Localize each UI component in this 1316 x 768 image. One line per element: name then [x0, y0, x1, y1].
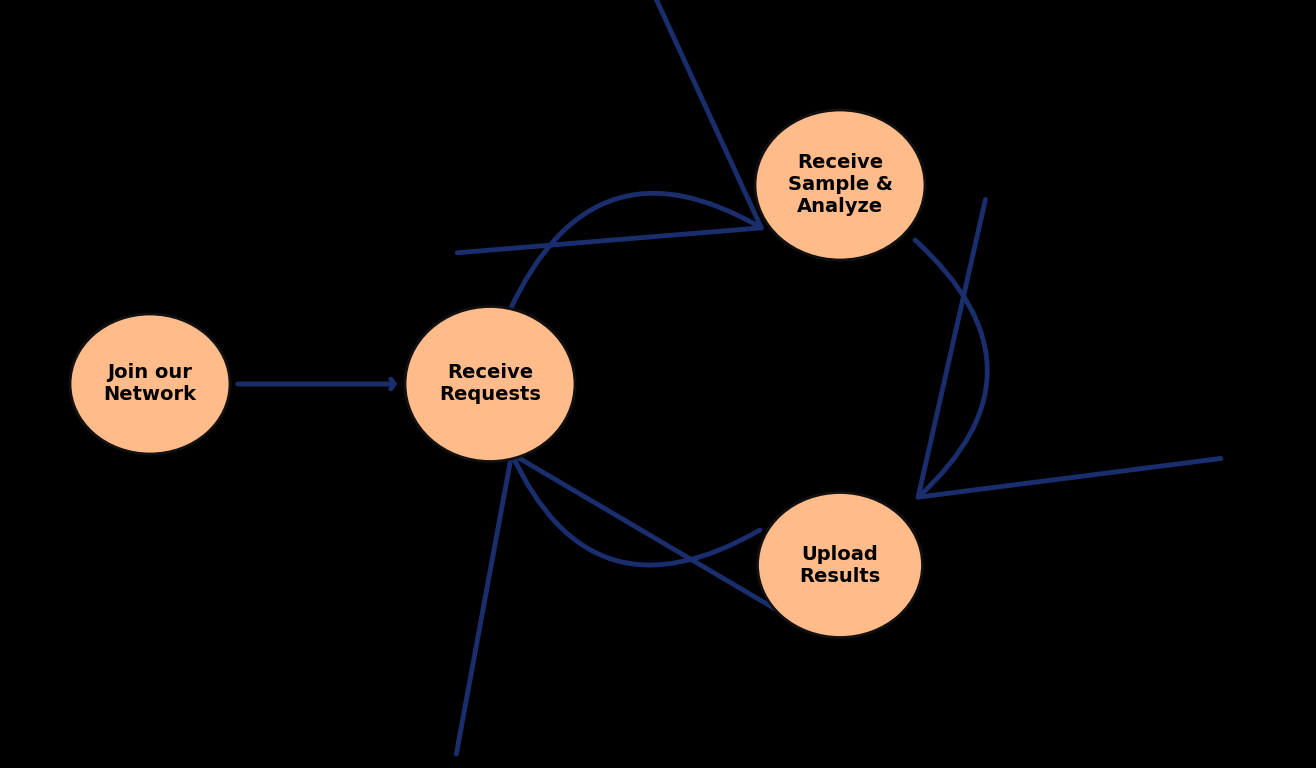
Ellipse shape	[405, 306, 575, 462]
Text: Receive
Sample &
Analyze: Receive Sample & Analyze	[787, 154, 892, 217]
FancyArrowPatch shape	[915, 200, 1221, 497]
Text: Receive
Requests: Receive Requests	[440, 363, 541, 405]
Ellipse shape	[758, 492, 923, 637]
Text: Join our
Network: Join our Network	[104, 363, 196, 405]
Text: Upload
Results: Upload Results	[799, 545, 880, 585]
FancyArrowPatch shape	[457, 454, 775, 754]
FancyArrowPatch shape	[457, 0, 762, 310]
Ellipse shape	[755, 110, 925, 260]
Ellipse shape	[70, 314, 230, 454]
